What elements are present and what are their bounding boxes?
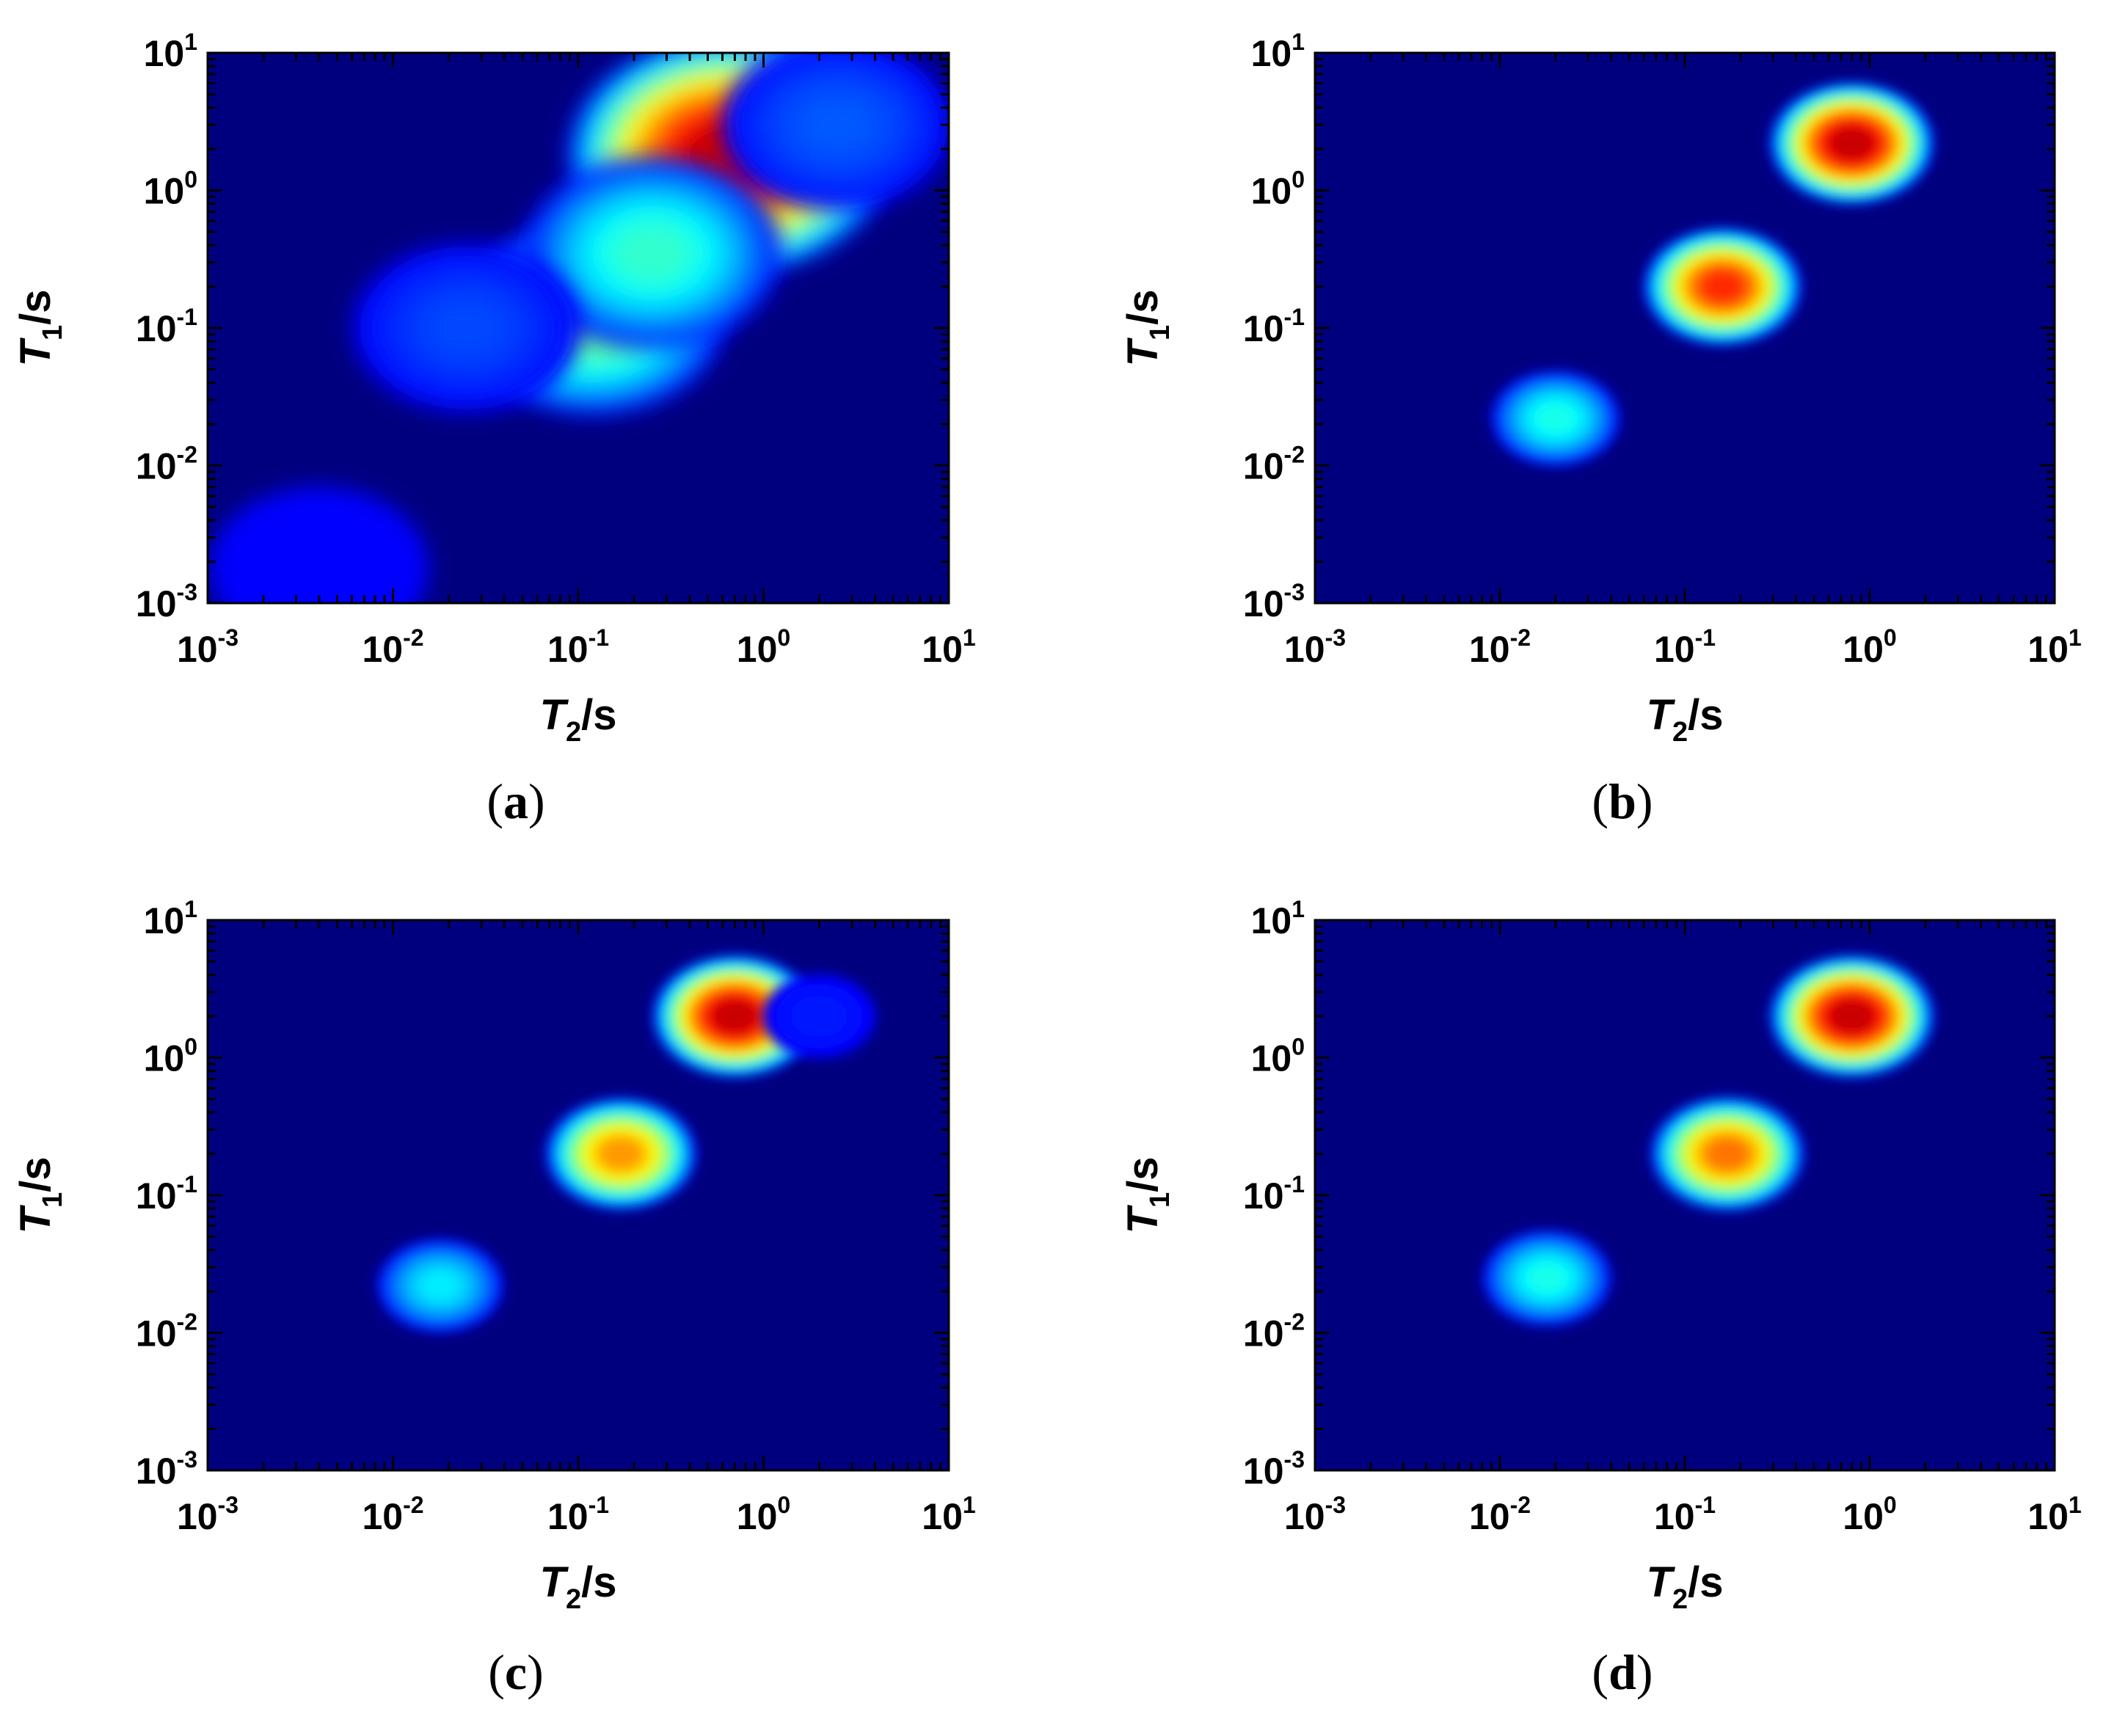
x-tick-label: 100 [737, 624, 790, 670]
y-axis-title: T1/s [12, 290, 68, 367]
x-axis-title: T2/s [540, 1558, 617, 1615]
x-tick-label: 10-2 [362, 1492, 423, 1537]
panel-d: 10-3 10-2 10-1 100 101 10-3 10-2 10-1 100 101 T2/s… [1119, 896, 2082, 1700]
y-tick-label: 10-3 [1243, 1446, 1305, 1492]
peak-2 [1642, 227, 1803, 346]
y-tick-label: 100 [1251, 167, 1305, 212]
peak-6 [209, 486, 429, 603]
y-tick-label: 10-1 [136, 1171, 197, 1217]
heatmap [1482, 955, 1935, 1327]
y-tick-label: 10-3 [1243, 579, 1305, 624]
y-tick-label: 10-2 [136, 1309, 197, 1354]
y-tick-label: 10-2 [1243, 442, 1305, 487]
peak-3 [376, 1238, 504, 1333]
x-tick-label: 101 [2027, 1492, 2081, 1537]
peak-2 [544, 1097, 697, 1211]
x-tick-label: 100 [737, 1492, 790, 1537]
plot-frame [1313, 919, 2056, 1472]
panel-a: 10-3 10-2 10-1 100 101 10-3 10-2 10-1 100 101 T2/s… [12, 29, 976, 829]
panel-c: 10-3 10-2 10-1 100 101 10-3 10-2 10-1 100 101 T2/s… [12, 896, 976, 1700]
y-tick-label: 10-1 [1243, 1171, 1305, 1217]
x-tick-label: 10-1 [1654, 1492, 1716, 1537]
x-axis-title: T2/s [1647, 1558, 1724, 1615]
y-axis-title: T1/s [1119, 1157, 1176, 1234]
x-tick-label: 101 [2027, 624, 2081, 670]
peak-4 [762, 974, 876, 1059]
y-tick-label: 101 [144, 896, 197, 941]
x-tick-label: 10-2 [362, 624, 423, 670]
y-tick-label: 10-3 [136, 1446, 197, 1492]
plot-frame [206, 919, 950, 1472]
x-axis-title: T2/s [1647, 691, 1724, 748]
x-tick-label: 10-3 [177, 1492, 238, 1537]
y-tick-label: 10-2 [136, 442, 197, 487]
x-tick-label: 10-1 [547, 624, 609, 670]
x-tick-label: 101 [922, 1492, 975, 1537]
peak-3 [1482, 1230, 1612, 1327]
axes [206, 920, 949, 1472]
panel-caption: (d) [1592, 1644, 1653, 1700]
y-tick-label: 101 [1251, 896, 1305, 941]
peak-3 [1490, 370, 1621, 467]
panel-caption: (c) [488, 1644, 544, 1700]
peak-4 [352, 243, 581, 413]
y-tick-label: 100 [144, 1034, 197, 1079]
y-tick-label: 101 [144, 29, 197, 74]
panel-caption: (a) [487, 773, 544, 829]
heatmap [376, 955, 876, 1333]
x-tick-label: 10-3 [1284, 1492, 1346, 1537]
heatmap [1490, 81, 1935, 467]
x-tick-label: 10-3 [1284, 624, 1346, 670]
peak-3 [522, 157, 781, 349]
heatmap [209, 53, 949, 603]
x-tick-label: 10-2 [1469, 1492, 1531, 1537]
y-tick-label: 100 [1251, 1034, 1305, 1079]
peak-1 [652, 955, 818, 1079]
peak-1 [1768, 955, 1935, 1079]
y-tick-label: 10-3 [136, 579, 197, 624]
axes [1313, 920, 2055, 1472]
x-tick-label: 10-2 [1469, 624, 1531, 670]
x-axis-title: T2/s [540, 691, 617, 748]
x-tick-label: 101 [922, 624, 975, 670]
panel-b: 10-3 10-2 10-1 100 101 10-3 10-2 10-1 100 101 T2/s… [1119, 29, 2082, 829]
x-tick-label: 100 [1843, 1492, 1896, 1537]
y-tick-label: 101 [1251, 29, 1305, 74]
y-axis-title: T1/s [12, 1157, 68, 1234]
peak-2 [1650, 1096, 1805, 1211]
peak-1 [1768, 81, 1935, 205]
peak-5 [721, 53, 949, 211]
x-tick-label: 10-1 [1654, 624, 1716, 670]
x-tick-label: 100 [1843, 624, 1896, 670]
y-tick-label: 100 [144, 167, 197, 212]
x-tick-label: 10-1 [547, 1492, 609, 1537]
y-tick-label: 10-1 [1243, 304, 1305, 349]
plot-frame [1313, 51, 2056, 605]
panel-caption: (b) [1592, 773, 1653, 829]
x-tick-label: 10-3 [177, 624, 238, 670]
y-axis-title: T1/s [1119, 290, 1176, 367]
y-tick-label: 10-2 [1243, 1309, 1305, 1354]
y-tick-label: 10-1 [136, 304, 197, 349]
plot-frame [206, 51, 950, 605]
